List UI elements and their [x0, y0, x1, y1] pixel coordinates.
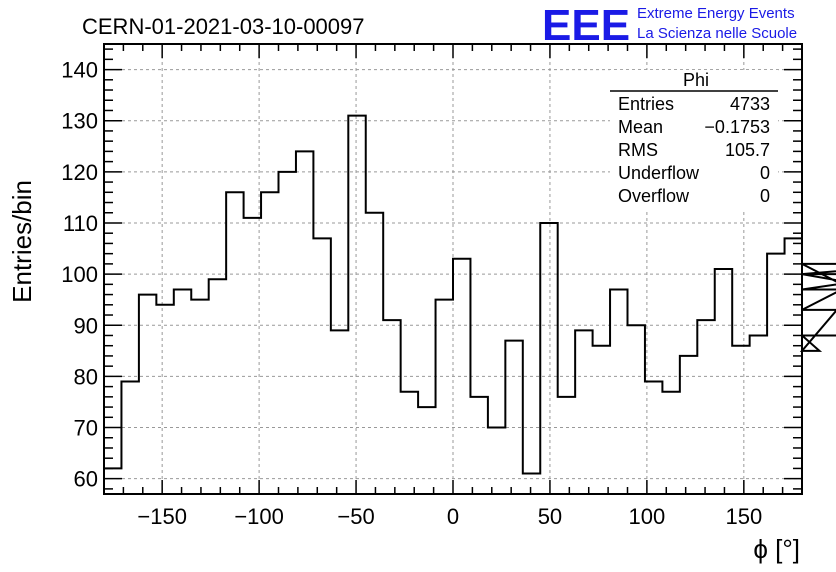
histogram-bin [645, 382, 662, 495]
x-tick-label: −50 [337, 504, 374, 529]
y-tick-label: 100 [61, 262, 98, 287]
histogram-bin [418, 407, 435, 494]
histogram-bin [593, 346, 610, 494]
x-tick-label: −100 [234, 504, 284, 529]
histogram-bin [191, 300, 208, 494]
histogram-bin [279, 172, 296, 494]
histogram-bin [366, 213, 383, 494]
axis-ticks [103, 44, 803, 494]
logo-line1: Extreme Energy Events [637, 5, 795, 22]
x-tick-label: 50 [538, 504, 562, 529]
histogram-bin [121, 382, 138, 495]
stats-box: Phi Entries 4733 Mean −0.1753 RMS 105.7 … [610, 70, 778, 210]
stats-value-overflow: 0 [760, 186, 770, 206]
histogram-bin [104, 468, 121, 494]
logo-text: EEE [542, 1, 630, 50]
histogram-bin [313, 238, 330, 494]
histogram-bin [261, 192, 278, 494]
stats-value-underflow: 0 [760, 163, 770, 183]
histogram-bin [470, 397, 487, 494]
y-tick-label: 130 [61, 109, 98, 134]
x-tick-labels: −150 −100 −50 0 50 100 150 [137, 504, 762, 529]
stats-label-underflow: Underflow [618, 163, 700, 183]
histogram-bin [540, 223, 557, 494]
histogram-bin [156, 305, 173, 494]
histogram-bin [296, 151, 313, 494]
histogram-bin [226, 192, 243, 494]
histogram-bin [680, 356, 697, 494]
histogram-bin [523, 474, 540, 494]
eee-logo: EEE Extreme Energy Events La Scienza nel… [542, 1, 797, 50]
x-tick-label: −150 [137, 504, 187, 529]
histogram-bin [662, 392, 679, 494]
y-tick-labels: 60 70 80 90 100 110 120 130 140 [61, 58, 98, 492]
x-tick-label: 100 [629, 504, 666, 529]
histogram-line [103, 114, 836, 494]
histogram-bin [505, 341, 522, 494]
histogram-bin [628, 325, 645, 494]
x-tick-label: 150 [725, 504, 762, 529]
x-tick-label: 0 [447, 504, 459, 529]
histogram-bin [610, 289, 627, 494]
y-tick-label: 140 [61, 58, 98, 83]
histogram-bin [697, 320, 714, 494]
histogram-bin [139, 295, 156, 494]
histogram-bin [488, 428, 505, 494]
stats-label-overflow: Overflow [618, 186, 690, 206]
y-tick-label: 110 [63, 211, 98, 236]
stats-box-background [610, 70, 778, 210]
histogram-bin [348, 116, 365, 494]
run-title: CERN-01-2021-03-10-00097 [82, 14, 365, 39]
stats-label-mean: Mean [618, 117, 663, 137]
histogram-bin [174, 289, 191, 494]
stats-value-rms: 105.7 [725, 140, 770, 160]
y-tick-label: 80 [74, 364, 98, 389]
histogram-bin [331, 330, 348, 494]
stats-value-entries: 4733 [730, 94, 770, 114]
histogram-bin [715, 269, 732, 494]
histogram-bin [575, 330, 592, 494]
histogram-bin [453, 259, 470, 494]
stats-title: Phi [683, 70, 709, 90]
stats-value-mean: −0.1753 [704, 117, 770, 137]
histogram-bin [244, 218, 261, 494]
y-tick-label: 90 [74, 313, 98, 338]
histogram-bin [401, 392, 418, 494]
histogram-bin [558, 397, 575, 494]
logo-line2: La Scienza nelle Scuole [637, 25, 797, 42]
histogram-bin [732, 346, 749, 494]
histogram-bin [436, 300, 453, 494]
y-tick-label: 60 [74, 467, 98, 492]
histogram-bin [750, 335, 767, 494]
histogram-bin [383, 320, 400, 494]
x-axis-title: ϕ [°] [753, 534, 800, 564]
y-tick-label: 70 [74, 416, 98, 441]
stats-label-rms: RMS [618, 140, 658, 160]
y-tick-label: 120 [61, 160, 98, 185]
stats-label-entries: Entries [618, 94, 674, 114]
y-axis-title: Entries/bin [7, 180, 37, 303]
histogram-bin [209, 279, 226, 494]
histogram-bin [767, 254, 784, 494]
